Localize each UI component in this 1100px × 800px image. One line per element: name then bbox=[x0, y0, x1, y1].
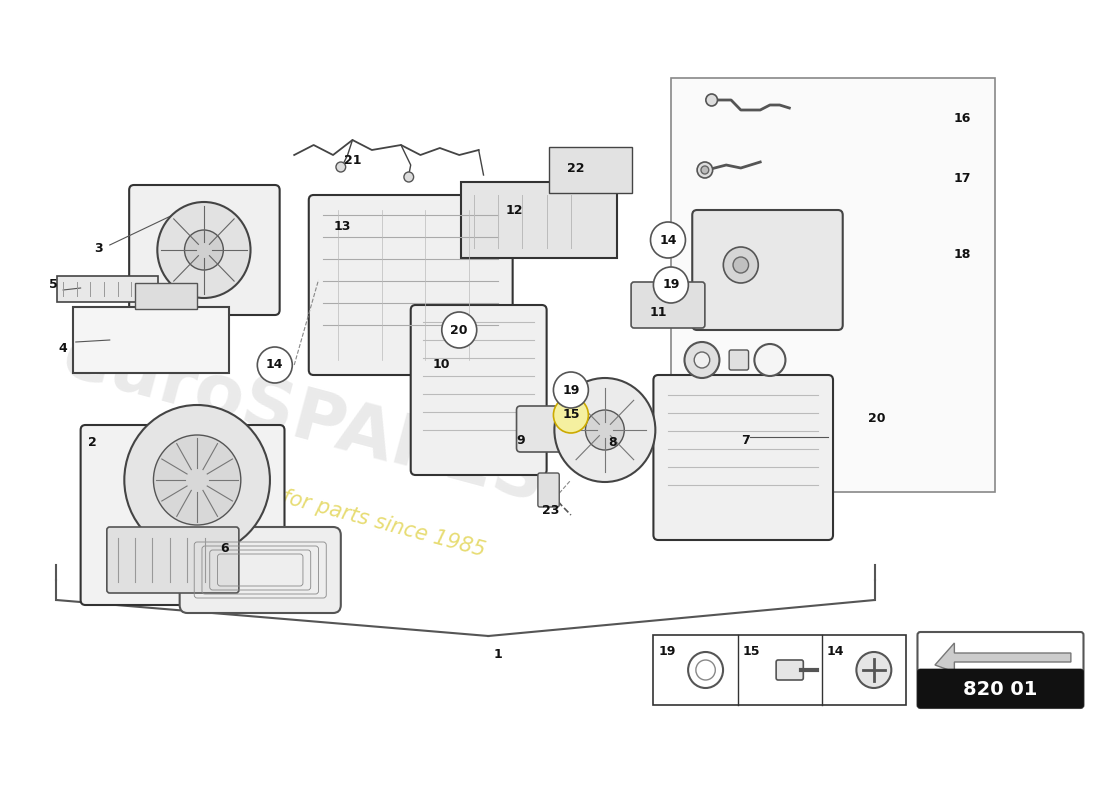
Text: 19: 19 bbox=[562, 383, 580, 397]
FancyBboxPatch shape bbox=[107, 527, 239, 593]
Text: 4: 4 bbox=[58, 342, 67, 354]
Circle shape bbox=[694, 352, 710, 368]
FancyBboxPatch shape bbox=[692, 210, 843, 330]
Text: 20: 20 bbox=[451, 323, 468, 337]
Text: 23: 23 bbox=[542, 503, 559, 517]
Text: 12: 12 bbox=[506, 203, 524, 217]
FancyBboxPatch shape bbox=[917, 632, 1084, 708]
Text: 6: 6 bbox=[220, 542, 229, 554]
FancyBboxPatch shape bbox=[653, 635, 905, 705]
FancyBboxPatch shape bbox=[538, 473, 559, 507]
Text: 15: 15 bbox=[562, 409, 580, 422]
Circle shape bbox=[697, 162, 713, 178]
Text: 8: 8 bbox=[608, 435, 617, 449]
FancyBboxPatch shape bbox=[517, 406, 578, 452]
FancyBboxPatch shape bbox=[917, 669, 1084, 708]
Circle shape bbox=[257, 347, 293, 383]
Circle shape bbox=[701, 166, 708, 174]
Circle shape bbox=[684, 342, 719, 378]
Circle shape bbox=[653, 267, 689, 303]
FancyBboxPatch shape bbox=[671, 78, 996, 492]
Text: 20: 20 bbox=[868, 411, 886, 425]
Text: 10: 10 bbox=[433, 358, 451, 371]
Circle shape bbox=[755, 344, 785, 376]
Circle shape bbox=[153, 435, 241, 525]
Text: 18: 18 bbox=[954, 249, 971, 262]
Circle shape bbox=[733, 257, 749, 273]
FancyBboxPatch shape bbox=[73, 307, 229, 373]
Circle shape bbox=[554, 378, 656, 482]
Text: 21: 21 bbox=[343, 154, 361, 166]
Circle shape bbox=[857, 652, 891, 688]
Text: 19: 19 bbox=[662, 278, 680, 291]
FancyBboxPatch shape bbox=[135, 283, 197, 309]
Text: 3: 3 bbox=[94, 242, 102, 254]
Text: 11: 11 bbox=[649, 306, 667, 319]
Text: 1: 1 bbox=[494, 649, 503, 662]
Text: euroSPARES: euroSPARES bbox=[55, 322, 553, 518]
FancyBboxPatch shape bbox=[410, 305, 547, 475]
Circle shape bbox=[724, 247, 758, 283]
FancyBboxPatch shape bbox=[549, 147, 632, 193]
Circle shape bbox=[124, 405, 270, 555]
Text: 14: 14 bbox=[826, 645, 844, 658]
Text: 9: 9 bbox=[516, 434, 525, 446]
Text: 16: 16 bbox=[954, 111, 971, 125]
Text: 5: 5 bbox=[50, 278, 58, 291]
Circle shape bbox=[336, 162, 345, 172]
Circle shape bbox=[689, 652, 723, 688]
Text: 13: 13 bbox=[334, 219, 351, 233]
Circle shape bbox=[696, 660, 715, 680]
FancyBboxPatch shape bbox=[179, 527, 341, 613]
Text: 14: 14 bbox=[659, 234, 676, 246]
Text: 7: 7 bbox=[741, 434, 750, 446]
Circle shape bbox=[404, 172, 414, 182]
FancyBboxPatch shape bbox=[57, 276, 158, 302]
FancyBboxPatch shape bbox=[653, 375, 833, 540]
Circle shape bbox=[442, 312, 476, 348]
Text: 22: 22 bbox=[566, 162, 584, 174]
FancyBboxPatch shape bbox=[461, 182, 617, 258]
FancyBboxPatch shape bbox=[631, 282, 705, 328]
Polygon shape bbox=[935, 643, 1071, 672]
FancyBboxPatch shape bbox=[129, 185, 279, 315]
Circle shape bbox=[157, 202, 251, 298]
Circle shape bbox=[553, 372, 588, 408]
Circle shape bbox=[585, 410, 625, 450]
Text: 2: 2 bbox=[88, 437, 97, 450]
Text: 820 01: 820 01 bbox=[964, 680, 1037, 699]
FancyBboxPatch shape bbox=[777, 660, 803, 680]
FancyBboxPatch shape bbox=[729, 350, 749, 370]
Circle shape bbox=[706, 94, 717, 106]
Text: 15: 15 bbox=[742, 645, 760, 658]
Circle shape bbox=[185, 230, 223, 270]
FancyBboxPatch shape bbox=[309, 195, 513, 375]
FancyBboxPatch shape bbox=[80, 425, 285, 605]
Text: a passion for parts since 1985: a passion for parts since 1985 bbox=[178, 459, 487, 561]
Circle shape bbox=[650, 222, 685, 258]
Text: 17: 17 bbox=[954, 171, 971, 185]
Text: 14: 14 bbox=[266, 358, 284, 371]
Text: 19: 19 bbox=[658, 645, 675, 658]
Circle shape bbox=[553, 397, 588, 433]
